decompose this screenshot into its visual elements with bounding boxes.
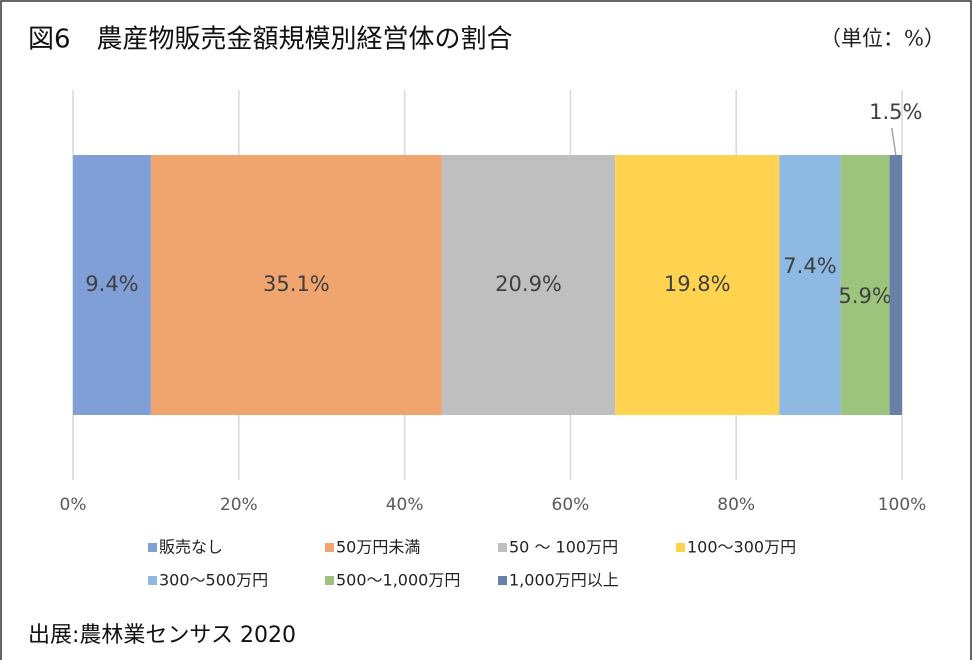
x-tick-label: 0% <box>60 495 87 515</box>
bar-segment <box>779 155 841 415</box>
legend-swatch <box>325 543 334 552</box>
value-label: 1.5% <box>869 100 922 124</box>
x-tick-label: 100% <box>878 495 927 515</box>
bar-segment <box>441 155 616 415</box>
legend-swatch <box>498 576 507 585</box>
legend-swatch <box>148 576 157 585</box>
bar-segment <box>840 155 890 415</box>
legend-swatch <box>498 543 507 552</box>
legend-label: 50万円未満 <box>336 538 420 557</box>
bar-segment <box>615 155 780 415</box>
unit-label: （単位：%） <box>820 27 945 51</box>
legend-label: 300～500万円 <box>159 571 268 590</box>
value-label: 19.8% <box>664 272 731 296</box>
x-tick-label: 40% <box>386 495 424 515</box>
value-label: 35.1% <box>263 272 330 296</box>
legend-swatch <box>676 543 685 552</box>
x-tick-label: 20% <box>220 495 258 515</box>
value-label: 20.9% <box>495 272 562 296</box>
x-tick-label: 80% <box>717 495 755 515</box>
legend-swatch <box>148 543 157 552</box>
x-tick-label: 60% <box>552 495 590 515</box>
value-label: 5.9% <box>838 284 891 308</box>
value-label: 7.4% <box>783 254 836 278</box>
legend-label: 1,000万円以上 <box>509 571 619 590</box>
value-label: 9.4% <box>85 272 138 296</box>
legend-swatch <box>325 576 334 585</box>
legend-label: 販売なし <box>159 538 223 557</box>
legend-label: 500～1,000万円 <box>336 571 460 590</box>
source: 出展:農林業センサス 2020 <box>28 623 296 648</box>
legend-label: 50 ～ 100万円 <box>509 538 618 557</box>
bar-segment <box>150 155 442 415</box>
chart-title: 図6 農産物販売金額規模別経営体の割合 <box>28 25 513 55</box>
leader-line <box>891 127 897 156</box>
legend-label: 100～300万円 <box>687 538 796 557</box>
bar-segment <box>73 155 151 415</box>
bar-segment <box>889 155 902 415</box>
